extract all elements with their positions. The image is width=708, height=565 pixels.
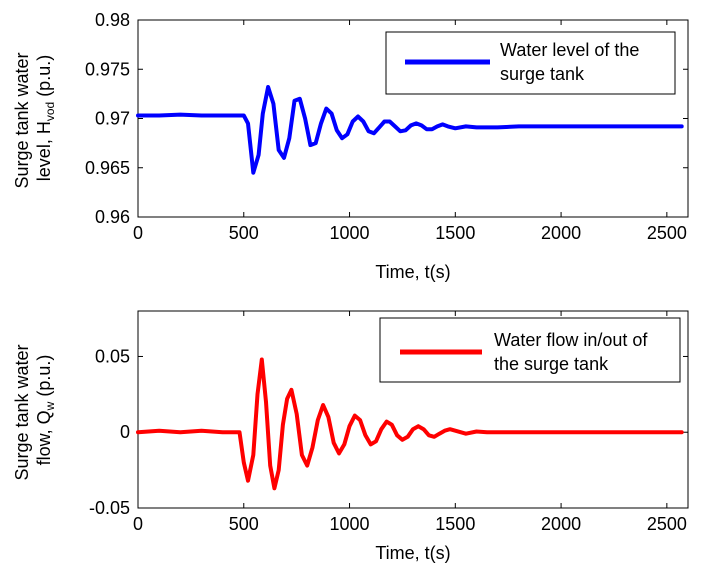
series-group [136,357,684,491]
y-tick-label: 0.05 [95,346,130,366]
legend: Water flow in/out of the surge tank [379,317,681,383]
y-tick-label: 0.96 [95,207,130,227]
series-group [136,85,684,175]
y-tick-label: 0.965 [85,158,130,178]
y-axis-label: Surge tank water flow, Qw (p.u.) [12,339,57,480]
x-tick-label: 1000 [330,223,370,243]
x-tick-label: 500 [229,514,259,534]
y-label-line1: Surge tank water [12,52,32,188]
x-tick-label: 2500 [647,223,687,243]
series-line [136,85,684,175]
x-tick-label: 500 [229,223,259,243]
legend: Water level of the surge tank [385,31,676,95]
x-tick-label: 2500 [647,514,687,534]
x-axis-label: Time, t(s) [375,262,450,282]
x-tick-label: 1500 [435,223,475,243]
y-label-line2: flow, Qw (p.u.) [34,355,57,466]
axis-ticks: 0 500 1000 1500 2000 2500 0.96 0.965 0.97 0.975 0.… [85,10,688,243]
legend-text-line2: the surge tank [494,354,609,374]
legend-text-line2: surge tank [500,64,585,84]
series-line [136,357,684,491]
x-tick-label: 1500 [435,514,475,534]
chart-water-level: 0 500 1000 1500 2000 2500 0.96 0.965 0.97 0.975 0.… [12,10,689,282]
y-label-line2: level, Hvod (p.u.) [34,55,57,181]
x-tick-label: 1000 [330,514,370,534]
legend-text-line1: Water level of the [500,40,639,60]
x-axis-label: Time, t(s) [375,543,450,563]
y-label-line1: Surge tank water [12,344,32,480]
x-tick-label: 0 [133,514,143,534]
y-axis-label: Surge tank water level, Hvod (p.u.) [12,47,57,188]
x-tick-label: 2000 [541,514,581,534]
legend-text-line1: Water flow in/out of [494,330,648,350]
y-tick-label: -0.05 [89,498,130,518]
y-tick-label: 0.98 [95,10,130,30]
y-tick-label: 0 [120,422,130,442]
y-tick-label: 0.975 [85,59,130,79]
y-tick-label: 0.97 [95,109,130,129]
x-tick-label: 2000 [541,223,581,243]
x-tick-label: 0 [133,223,143,243]
